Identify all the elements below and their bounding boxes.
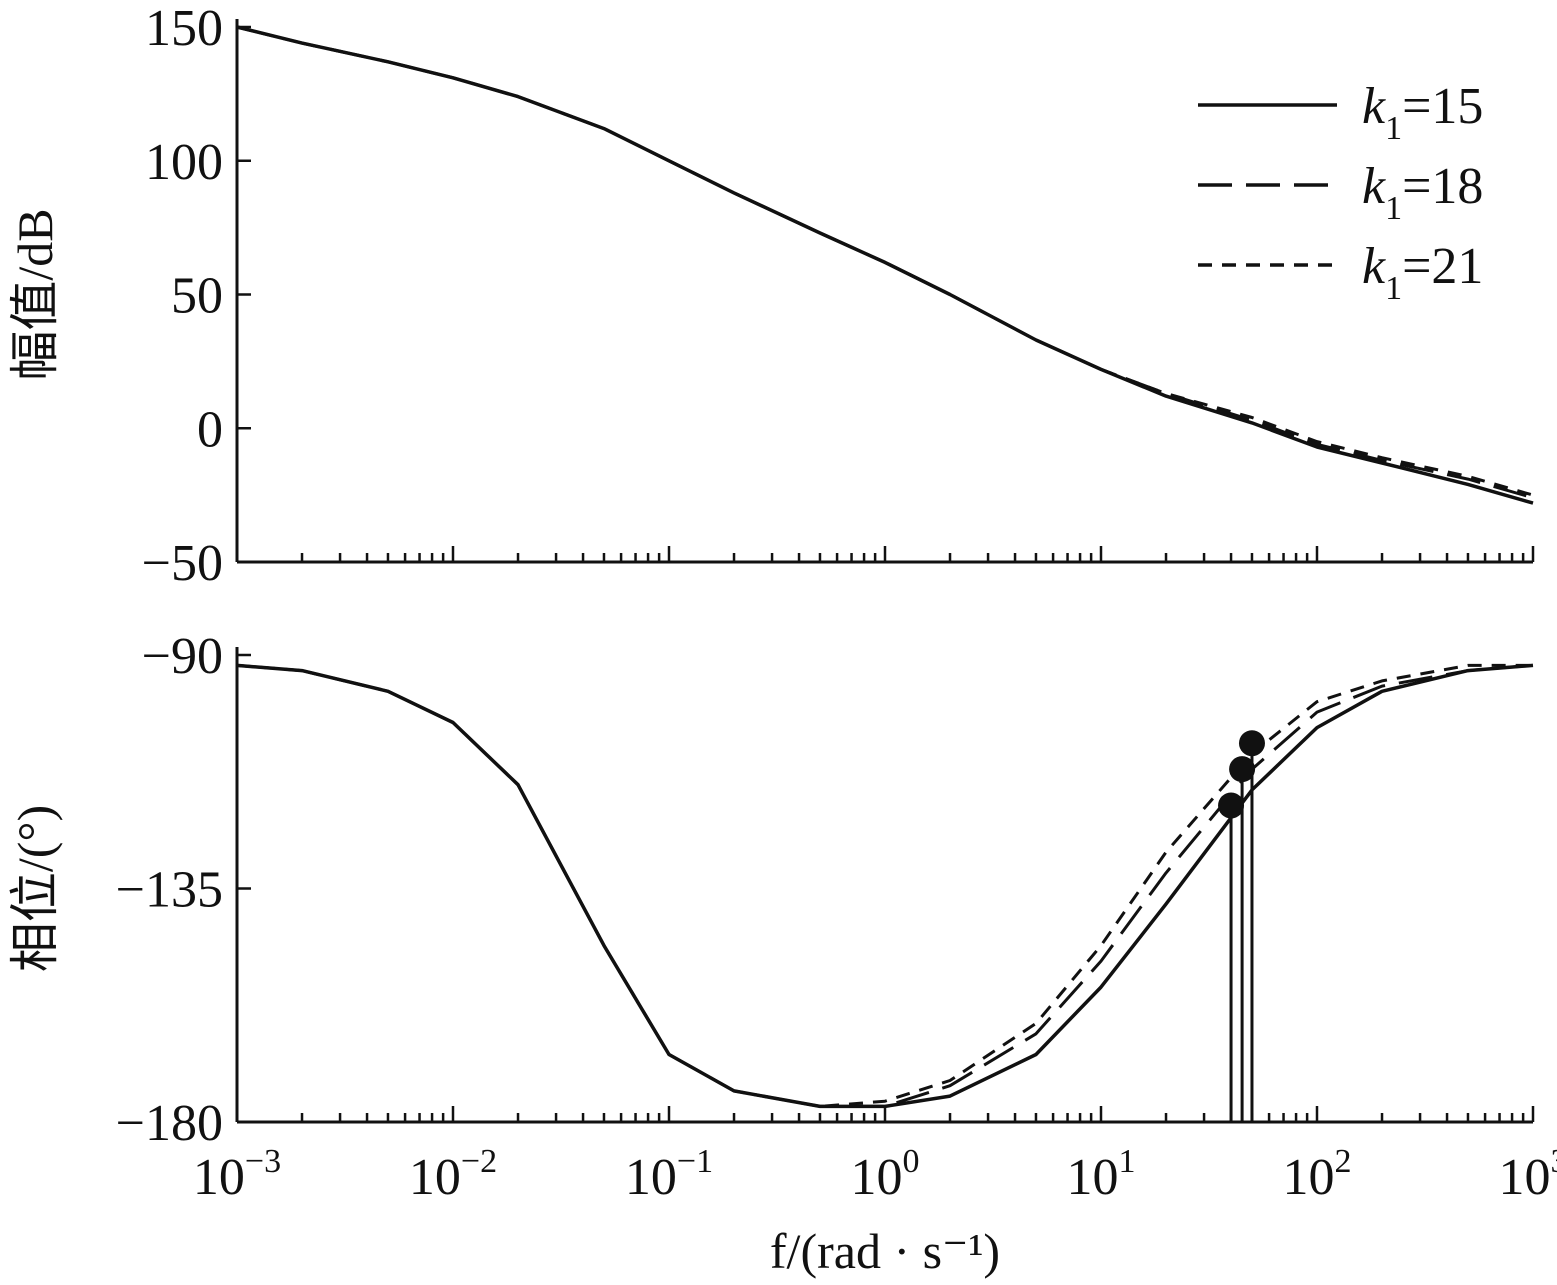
legend-label-k1=15: k1=15 [1362, 78, 1483, 147]
phase-panel: −90 −135 −180 相位/(°) 10−3 10−2 10−1 100 101 102 10… [7, 628, 1557, 1279]
magnitude-y-tick-label: 150 [145, 0, 223, 57]
phase-y-label: 相位/(°) [7, 805, 63, 972]
phase-y-tick-label: −90 [142, 628, 223, 685]
phase-margin-point [1218, 792, 1245, 819]
legend: k1=15 k1=18 k1=21 [1198, 78, 1483, 307]
legend-label-k1=18: k1=18 [1362, 158, 1483, 227]
phase-y-tick-label: −135 [116, 862, 223, 919]
x-tick-label: 10−3 [193, 1143, 281, 1206]
phase-series-k1=21 [236, 663, 1533, 1108]
legend-label-k1=21: k1=21 [1362, 238, 1483, 307]
magnitude-panel: 150 100 50 0 −50 幅值/dB [7, 0, 1535, 592]
magnitude-series-k1=21 [236, 25, 1534, 497]
x-axis-label: f/(rad · s⁻¹) [770, 1223, 1000, 1279]
magnitude-y-tick-label: 0 [197, 401, 223, 458]
x-tick-label: 10−1 [625, 1143, 713, 1206]
x-tick-label: 102 [1283, 1143, 1352, 1206]
magnitude-y-tick-label: 100 [145, 134, 223, 191]
x-tick-label: 103 [1499, 1143, 1557, 1206]
phase-margin-point [1238, 730, 1265, 757]
x-tick-label: 10−2 [409, 1143, 497, 1206]
magnitude-y-label: 幅值/dB [7, 208, 63, 380]
phase-y-tick-label: −180 [116, 1095, 223, 1152]
phase-series-k1=18 [236, 663, 1534, 1108]
magnitude-series-k1=15 [236, 25, 1534, 505]
magnitude-y-tick-label: −50 [142, 535, 223, 592]
phase-margin-point [1229, 756, 1256, 783]
phase-series-k1=15 [236, 663, 1534, 1109]
magnitude-series-k1=18 [236, 25, 1534, 500]
x-tick-label: 101 [1067, 1143, 1136, 1206]
magnitude-y-tick-label: 50 [171, 268, 223, 325]
x-tick-label: 100 [851, 1143, 920, 1206]
